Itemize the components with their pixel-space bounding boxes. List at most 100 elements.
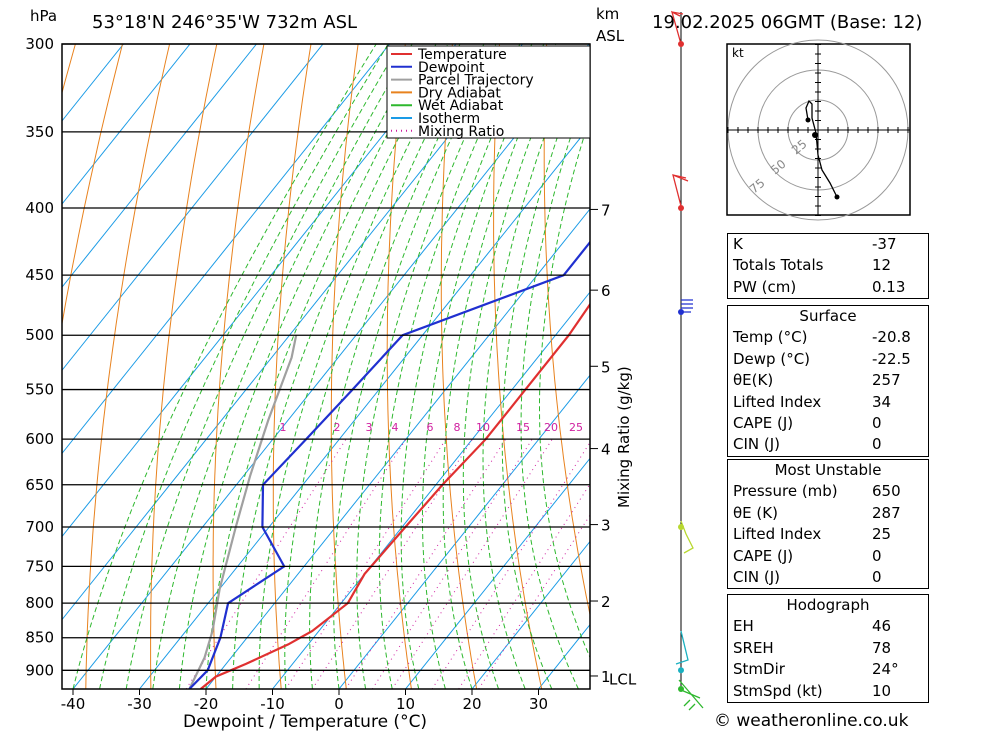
pressure-tick-label: 600 — [25, 430, 54, 448]
table-row: Dewp (°C) -22.5 — [733, 349, 911, 368]
isotherm-line — [62, 44, 257, 288]
wet-adiabat-line — [258, 44, 461, 689]
km-tick-label: 7 — [601, 201, 611, 219]
copyright-link[interactable]: © weatheronline.co.uk — [714, 711, 909, 731]
isotherm-line — [62, 44, 390, 455]
isotherm-line — [405, 457, 590, 689]
table-row: θE(K) 257 — [733, 371, 901, 390]
wet-adiabat-line — [378, 44, 521, 689]
x-tick-label: 0 — [334, 695, 344, 713]
table-row: K -37 — [733, 235, 897, 253]
isotherm-line — [272, 291, 590, 689]
wind-barb — [681, 299, 693, 313]
dry-adiabat-line — [150, 44, 218, 689]
x-tick-label: -30 — [127, 695, 152, 713]
table-row: PW (cm) 0.13 — [733, 277, 906, 296]
legend-label: Wet Adiabat — [418, 98, 504, 114]
pressure-tick-label: 900 — [25, 661, 54, 679]
wet-adiabat-line — [539, 115, 590, 659]
wet-adiabat-line — [232, 44, 449, 689]
dry-adiabat-line — [272, 44, 312, 689]
wet-adiabat-line — [462, 44, 569, 689]
datetime-title: 19.02.2025 06GMT (Base: 12) — [652, 12, 922, 33]
pressure-unit-label: hPa — [30, 7, 57, 25]
table-row: CIN (J) 0 — [733, 568, 882, 587]
table-row: SREH 78 — [733, 638, 892, 657]
mixing-ratio-axis-label: Mixing Ratio (g/kg) — [615, 366, 633, 508]
pressure-tick-label: 750 — [25, 557, 54, 575]
dry-adiabat-line — [440, 44, 478, 689]
isotherm-line — [139, 125, 590, 689]
storm-motion-marker — [812, 132, 818, 138]
mixing-ratio-label: 15 — [516, 421, 530, 434]
temperature-line — [200, 302, 590, 689]
mixing-ratio-label: 25 — [569, 421, 583, 434]
wind-profile — [670, 10, 704, 711]
pressure-tick-label: 450 — [25, 266, 54, 284]
km-tick-label: 1 — [601, 668, 611, 686]
hodograph-table-title: Hodograph — [786, 596, 870, 614]
wind-barb — [670, 10, 684, 45]
pressure-tick-label: 500 — [25, 326, 54, 344]
wet-adiabat-line — [400, 44, 533, 689]
km-tick-label: 4 — [601, 441, 611, 459]
mixing-ratio-label: 6 — [427, 421, 434, 434]
isotherm-line — [338, 374, 590, 689]
legend-label: Parcel Trajectory — [418, 73, 534, 89]
pressure-tick-label: 800 — [25, 594, 54, 612]
wet-adiabat-line — [309, 44, 485, 689]
x-tick-label: -20 — [194, 695, 219, 713]
km-tick-label: 6 — [601, 282, 611, 300]
mixing-ratio-label: 8 — [454, 421, 461, 434]
dewpoint-line — [188, 240, 590, 689]
mixing-ratio-label: 10 — [476, 421, 490, 434]
wind-barb — [675, 630, 689, 665]
km-tick-label: 5 — [601, 358, 611, 376]
mixing-ratio-label: 1 — [280, 421, 287, 434]
pressure-tick-label: 850 — [25, 629, 54, 647]
dry-adiabat-line — [543, 44, 590, 618]
pressure-tick-label: 350 — [25, 123, 54, 141]
table-row: Pressure (mb) 650 — [733, 482, 901, 501]
dry-adiabat-line — [386, 44, 412, 689]
wet-adiabat-line — [152, 44, 413, 689]
wind-barb — [680, 520, 694, 554]
legend-label: Temperature — [417, 47, 507, 63]
mixing-ratio-label: 20 — [544, 421, 558, 434]
hodograph-table: Hodograph EH 46 SREH 78 StmDir 24° StmSpd (… — [727, 594, 929, 704]
pressure-tick-label: 300 — [25, 35, 54, 53]
pressure-tick-label: 700 — [25, 518, 54, 536]
most-unstable-title: Most Unstable — [774, 461, 882, 479]
table-row: CAPE (J) 0 — [733, 414, 882, 433]
wet-adiabat-line — [178, 44, 425, 689]
table-row: StmDir 24° — [733, 660, 899, 679]
km-tick-label: 2 — [601, 593, 611, 611]
km-tick-label: 3 — [601, 517, 611, 535]
isotherm-line — [62, 44, 191, 205]
wet-adiabat-line — [421, 44, 545, 689]
pressure-tick-label: 400 — [25, 199, 54, 217]
surface-table: Surface Temp (°C) -20.8 Dewp (°C) -22.5 θE… — [727, 305, 929, 457]
wind-level-dot — [678, 205, 684, 212]
isotherm-line — [205, 208, 590, 689]
isotherm-line — [62, 44, 523, 621]
isotherm-line — [72, 44, 590, 689]
hodograph-point — [805, 117, 811, 123]
legend-label: Dewpoint — [418, 60, 485, 76]
wet-adiabat-line — [482, 44, 581, 689]
dry-adiabat-line — [85, 44, 171, 689]
legend-label: Isotherm — [418, 111, 480, 127]
wet-adiabat-line — [72, 44, 377, 689]
table-row: Lifted Index 34 — [733, 392, 892, 411]
dry-adiabat-line — [330, 44, 359, 689]
surface-title: Surface — [799, 307, 857, 325]
wet-adiabat-line — [520, 78, 590, 689]
dry-adiabat-line — [493, 44, 543, 689]
isotherm-line — [471, 540, 590, 689]
wet-adiabat-line — [356, 44, 509, 689]
x-tick-label: -10 — [260, 695, 285, 713]
table-row: CAPE (J) 0 — [733, 546, 882, 565]
